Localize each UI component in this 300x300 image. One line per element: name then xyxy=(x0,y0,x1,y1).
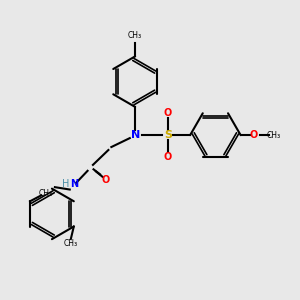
Text: O: O xyxy=(250,130,258,140)
Text: CH₃: CH₃ xyxy=(64,239,78,248)
Text: CH₃: CH₃ xyxy=(128,31,142,40)
Text: CH₃: CH₃ xyxy=(267,130,281,140)
Text: CH₃: CH₃ xyxy=(38,189,52,198)
Text: N: N xyxy=(70,179,78,189)
Text: O: O xyxy=(164,108,172,118)
Text: H: H xyxy=(61,179,69,189)
Text: N: N xyxy=(130,130,140,140)
Text: O: O xyxy=(101,175,110,185)
Text: S: S xyxy=(164,130,172,140)
Text: O: O xyxy=(164,152,172,162)
